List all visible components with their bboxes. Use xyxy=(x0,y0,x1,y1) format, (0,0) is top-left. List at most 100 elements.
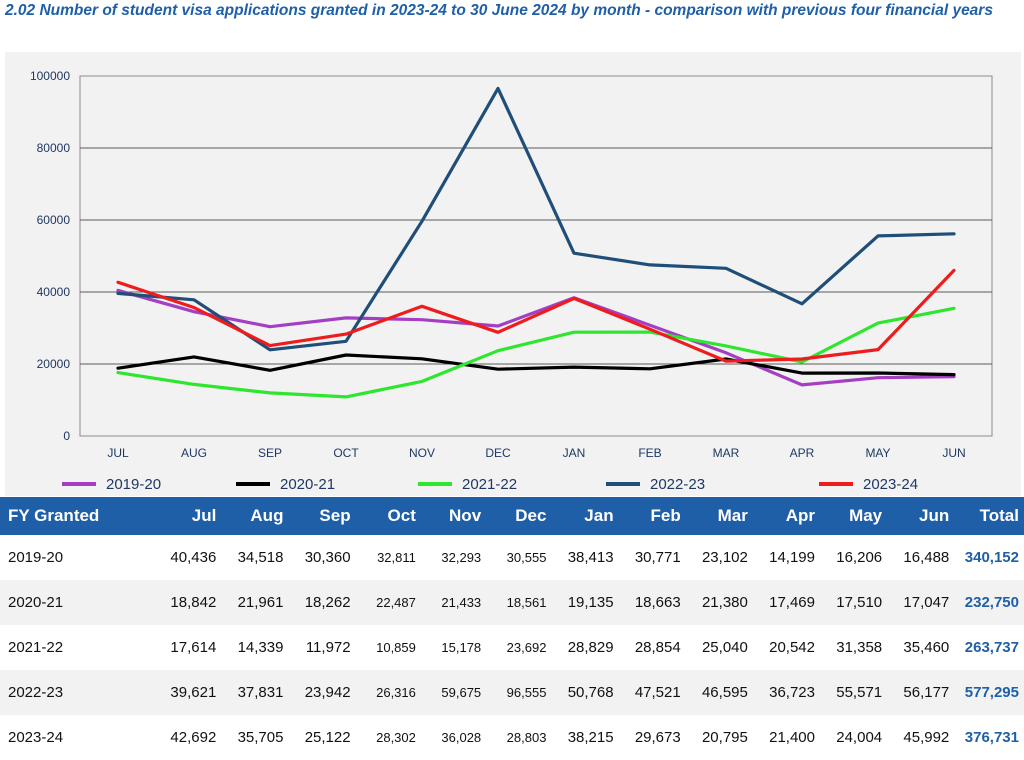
table-cell: 31,358 xyxy=(836,639,883,656)
x-tick-label: DEC xyxy=(485,446,511,460)
column-header: FY Granted xyxy=(0,497,155,535)
plot-area xyxy=(79,75,993,437)
legend-item: 2021-22 xyxy=(418,474,517,494)
legend-label: 2020-21 xyxy=(280,475,336,493)
table-cell: 17,047 xyxy=(887,580,955,625)
table-cell: 24,004 xyxy=(836,729,883,746)
row-label: 2023-24 xyxy=(8,729,64,746)
legend-item: 2022-23 xyxy=(606,474,705,494)
row-label: 2021-22 xyxy=(8,639,64,656)
table-cell: 17,614 xyxy=(170,639,217,656)
table-row: 2023-24 42,692 35,705 25,122 28,302 36,028 28,… xyxy=(0,715,1024,760)
table-cell: 20,795 xyxy=(701,729,748,746)
table-cell: 22,487 xyxy=(355,580,421,625)
table-cell: 16,488 xyxy=(903,549,950,566)
row-label: 2020-21 xyxy=(0,580,155,625)
table-cell: 14,339 xyxy=(237,639,284,656)
column-header: Sep xyxy=(288,497,356,535)
table-cell: 32,293 xyxy=(441,550,482,565)
table-cell: 35,460 xyxy=(903,639,950,656)
column-header: Mar xyxy=(685,497,753,535)
table-cell: 30,771 xyxy=(634,549,681,566)
table-cell: 21,961 xyxy=(221,580,289,625)
y-tick-label: 100000 xyxy=(30,69,70,83)
legend-swatch xyxy=(236,482,270,486)
y-tick-label: 40000 xyxy=(37,285,71,299)
table-cell: 10,859 xyxy=(376,640,416,655)
table-cell: 18,262 xyxy=(288,580,356,625)
table-cell: 38,413 xyxy=(567,549,614,566)
table-cell: 36,028 xyxy=(441,730,482,745)
table-cell: 37,831 xyxy=(221,670,289,715)
table-cell: 28,302 xyxy=(376,730,416,745)
column-header: Jul xyxy=(154,497,222,535)
table-cell: 26,316 xyxy=(355,670,421,715)
table-cell: 47,521 xyxy=(618,670,686,715)
x-tick-label: JAN xyxy=(563,446,586,460)
table-cell: 21,433 xyxy=(420,580,487,625)
table-cell: 56,177 xyxy=(887,670,955,715)
legend-item: 2023-24 xyxy=(819,474,918,494)
x-tick-label: AUG xyxy=(181,446,207,460)
table-row: 2022-23 39,621 37,831 23,942 26,316 59,675 96,… xyxy=(0,670,1024,715)
series-line-2023-24 xyxy=(116,268,956,363)
legend-swatch xyxy=(606,482,640,486)
x-tick-label: APR xyxy=(790,446,815,460)
table-cell: 36,723 xyxy=(752,670,820,715)
column-header: Dec xyxy=(486,497,552,535)
x-tick-label: MAR xyxy=(713,446,740,460)
table-cell: 23,942 xyxy=(288,670,356,715)
legend-swatch xyxy=(819,482,853,486)
table-cell: 38,215 xyxy=(567,729,614,746)
table-row: 2021-22 17,614 14,339 11,972 10,859 15,178 23,… xyxy=(0,625,1024,670)
legend-label: 2023-24 xyxy=(863,475,919,493)
column-header: Aug xyxy=(221,497,289,535)
table-cell: 20,542 xyxy=(769,639,815,656)
table-row: 2020-21 18,842 21,961 18,262 22,487 21,433 18,… xyxy=(0,580,1024,625)
column-header: Jun xyxy=(887,497,955,535)
table-cell: 28,829 xyxy=(567,639,614,656)
chart-panel: 0 20000 40000 60000 80000 100000 JUL AUG SEP OCT N… xyxy=(5,52,1021,496)
column-header: Jan xyxy=(551,497,619,535)
table-cell: 34,518 xyxy=(237,549,284,566)
row-label: 2022-23 xyxy=(0,670,155,715)
table-cell: 23,102 xyxy=(701,549,748,566)
data-table: FY Granted Jul Aug Sep Oct Nov Dec Jan Feb Mar Apr… xyxy=(0,497,1024,760)
table-cell: 11,972 xyxy=(305,639,351,656)
table-cell: 18,663 xyxy=(618,580,686,625)
column-header: Oct xyxy=(355,497,421,535)
line-chart: 0 20000 40000 60000 80000 100000 JUL AUG SEP OCT N… xyxy=(30,69,993,460)
legend-swatch xyxy=(62,482,96,486)
table-cell: 18,561 xyxy=(486,580,552,625)
x-tick-label: FEB xyxy=(638,446,661,460)
x-tick-label: OCT xyxy=(333,446,359,460)
total-cell: 232,750 xyxy=(954,580,1024,625)
total-cell: 263,737 xyxy=(964,639,1019,656)
table-cell: 39,621 xyxy=(154,670,222,715)
column-header: Nov xyxy=(420,497,487,535)
table-cell: 29,673 xyxy=(634,729,681,746)
table-cell: 45,992 xyxy=(903,729,950,746)
table-cell: 17,469 xyxy=(752,580,820,625)
table-cell: 14,199 xyxy=(769,549,815,566)
y-tick-label: 60000 xyxy=(37,213,71,227)
series-line-2022-23 xyxy=(116,86,956,352)
table-cell: 40,436 xyxy=(170,549,217,566)
row-label: 2019-20 xyxy=(8,549,64,566)
legend-item: 2020-21 xyxy=(236,474,335,494)
series-line-2020-21 xyxy=(116,353,956,377)
x-tick-label: SEP xyxy=(258,446,282,460)
table-cell: 42,692 xyxy=(170,729,217,746)
series-line-2019-20 xyxy=(116,288,956,387)
table-cell: 46,595 xyxy=(685,670,753,715)
x-tick-label: MAY xyxy=(865,446,890,460)
table-cell: 55,571 xyxy=(820,670,888,715)
column-header: Apr xyxy=(752,497,820,535)
chart-title: 2.02 Number of student visa applications… xyxy=(5,2,993,19)
table-cell: 35,705 xyxy=(237,729,284,746)
table-cell: 32,811 xyxy=(377,550,416,565)
table-cell: 16,206 xyxy=(836,549,883,566)
table-cell: 59,675 xyxy=(420,670,487,715)
legend-label: 2019-20 xyxy=(106,475,162,493)
column-header: Feb xyxy=(618,497,686,535)
